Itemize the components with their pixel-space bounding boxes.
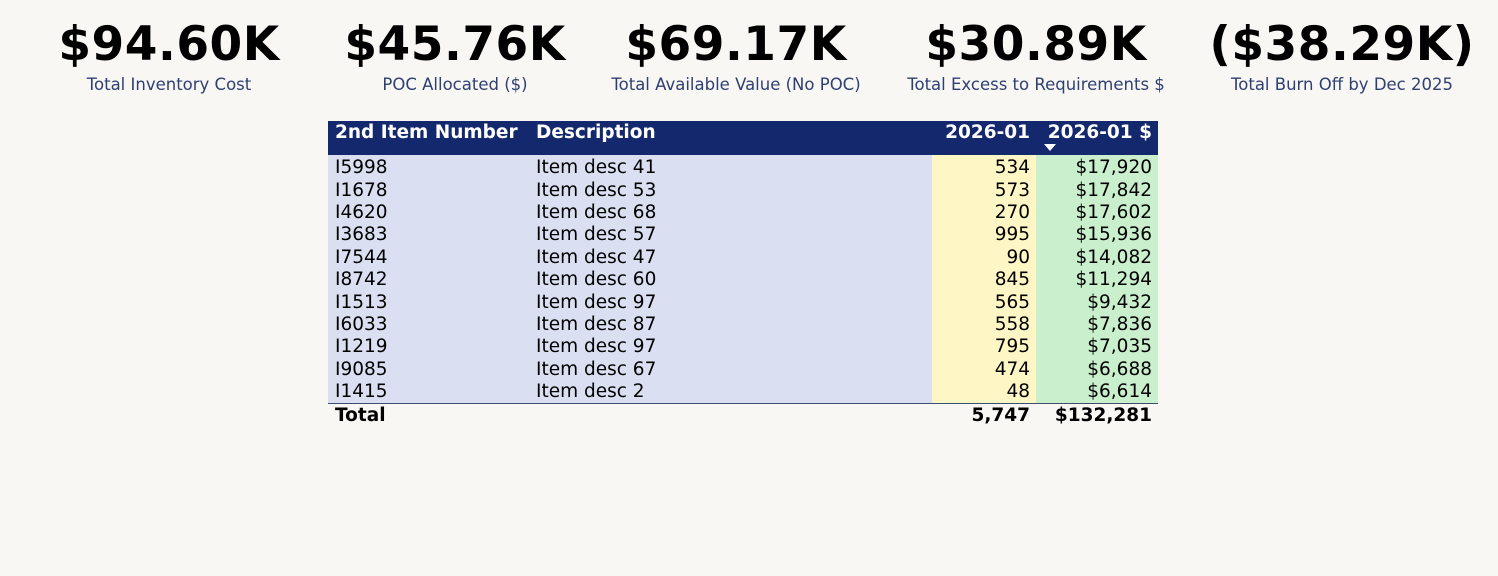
row-value: $7,035 xyxy=(1036,336,1158,359)
row-description: Item desc 47 xyxy=(529,246,932,269)
kpi-card-total-burn-off[interactable]: ($38.29K) Total Burn Off by Dec 2025 xyxy=(1209,14,1474,94)
table-row[interactable]: I1513 Item desc 97 565 $9,432 xyxy=(328,291,1158,314)
table-row[interactable]: I1415 Item desc 2 48 $6,614 xyxy=(328,380,1158,404)
row-qty: 573 xyxy=(932,179,1036,202)
kpi-label: Total Excess to Requirements $ xyxy=(907,75,1165,94)
kpi-value: $45.76K xyxy=(344,17,566,72)
row-value: $6,614 xyxy=(1036,380,1158,404)
row-description: Item desc 53 xyxy=(529,179,932,202)
row-qty: 565 xyxy=(932,291,1036,314)
row-item-number: I4620 xyxy=(328,201,529,225)
row-description: Item desc 97 xyxy=(529,336,932,359)
table-row[interactable]: I4620 Item desc 68 270 $17,602 xyxy=(328,201,1158,225)
row-item-number: I5998 xyxy=(328,155,529,180)
total-qty: 5,747 xyxy=(932,403,1036,429)
kpi-label: Total Inventory Cost xyxy=(86,75,252,94)
total-value: $132,281 xyxy=(1036,403,1158,429)
row-qty: 270 xyxy=(932,201,1036,225)
table-row[interactable]: I8742 Item desc 60 845 $11,294 xyxy=(328,268,1158,292)
row-item-number: I1513 xyxy=(328,291,529,314)
kpi-label: POC Allocated ($) xyxy=(382,75,528,94)
kpi-card-total-available-value[interactable]: $69.17K Total Available Value (No POC) xyxy=(611,14,860,94)
column-header-item-number[interactable]: 2nd Item Number xyxy=(328,121,529,155)
table-row[interactable]: I6033 Item desc 87 558 $7,836 xyxy=(328,313,1158,337)
table-row[interactable]: I7544 Item desc 47 90 $14,082 xyxy=(328,246,1158,269)
row-description: Item desc 67 xyxy=(529,358,932,381)
row-value: $9,432 xyxy=(1036,291,1158,314)
row-item-number: I8742 xyxy=(328,268,529,292)
row-value: $17,920 xyxy=(1036,155,1158,180)
table-total-row: Total 5,747 $132,281 xyxy=(328,403,1158,429)
row-item-number: I1415 xyxy=(328,380,529,404)
row-value: $6,688 xyxy=(1036,358,1158,381)
row-item-number: I6033 xyxy=(328,313,529,337)
row-qty: 90 xyxy=(932,246,1036,269)
row-item-number: I1219 xyxy=(328,336,529,359)
row-qty: 48 xyxy=(932,380,1036,404)
row-item-number: I9085 xyxy=(328,358,529,381)
row-qty: 845 xyxy=(932,268,1036,292)
table-row[interactable]: I1219 Item desc 97 795 $7,035 xyxy=(328,336,1158,359)
row-value: $11,294 xyxy=(1036,268,1158,292)
table-row[interactable]: I1678 Item desc 53 573 $17,842 xyxy=(328,179,1158,202)
row-value: $17,842 xyxy=(1036,179,1158,202)
row-qty: 995 xyxy=(932,224,1036,247)
table-header-row: 2nd Item Number Description 2026-01 2026… xyxy=(328,121,1158,155)
row-item-number: I3683 xyxy=(328,224,529,247)
table-row[interactable]: I5998 Item desc 41 534 $17,920 xyxy=(328,155,1158,180)
kpi-card-poc-allocated[interactable]: $45.76K POC Allocated ($) xyxy=(344,14,565,94)
row-description: Item desc 41 xyxy=(529,155,932,180)
row-item-number: I1678 xyxy=(328,179,529,202)
kpi-label: Total Burn Off by Dec 2025 xyxy=(1230,75,1453,94)
row-description: Item desc 60 xyxy=(529,268,932,292)
table-row[interactable]: I3683 Item desc 57 995 $15,936 xyxy=(328,224,1158,247)
column-header-description[interactable]: Description xyxy=(529,121,932,155)
row-description: Item desc 2 xyxy=(529,380,932,404)
row-value: $15,936 xyxy=(1036,224,1158,247)
kpi-value: $69.17K xyxy=(625,17,847,72)
row-qty: 558 xyxy=(932,313,1036,337)
row-description: Item desc 97 xyxy=(529,291,932,314)
kpi-card-total-excess[interactable]: $30.89K Total Excess to Requirements $ xyxy=(907,14,1165,94)
kpi-card-total-inventory-cost[interactable]: $94.60K Total Inventory Cost xyxy=(58,14,279,94)
row-description: Item desc 68 xyxy=(529,201,932,225)
row-qty: 795 xyxy=(932,336,1036,359)
inventory-table: 2nd Item Number Description 2026-01 2026… xyxy=(328,121,1158,429)
table-row[interactable]: I9085 Item desc 67 474 $6,688 xyxy=(328,358,1158,381)
column-header-value[interactable]: 2026-01 $ xyxy=(1036,121,1158,155)
row-value: $17,602 xyxy=(1036,201,1158,225)
kpi-label: Total Available Value (No POC) xyxy=(611,75,861,94)
row-value: $7,836 xyxy=(1036,313,1158,337)
inventory-table-visual: 2nd Item Number Description 2026-01 2026… xyxy=(328,121,1158,429)
row-qty: 534 xyxy=(932,155,1036,180)
kpi-value: ($38.29K) xyxy=(1209,17,1475,72)
row-qty: 474 xyxy=(932,358,1036,381)
column-header-qty[interactable]: 2026-01 xyxy=(932,121,1036,155)
row-description: Item desc 87 xyxy=(529,313,932,337)
total-label: Total xyxy=(328,403,529,429)
sort-descending-icon xyxy=(1044,144,1056,151)
row-item-number: I7544 xyxy=(328,246,529,269)
kpi-value: $30.89K xyxy=(925,17,1147,72)
table-body: I5998 Item desc 41 534 $17,920 I1678 Item des… xyxy=(328,155,1158,404)
total-desc-empty xyxy=(529,403,932,429)
column-header-value-label: 2026-01 $ xyxy=(1047,122,1152,143)
kpi-row: $94.60K Total Inventory Cost $45.76K POC… xyxy=(0,0,1498,110)
row-value: $14,082 xyxy=(1036,246,1158,269)
row-description: Item desc 57 xyxy=(529,224,932,247)
kpi-value: $94.60K xyxy=(58,17,280,72)
